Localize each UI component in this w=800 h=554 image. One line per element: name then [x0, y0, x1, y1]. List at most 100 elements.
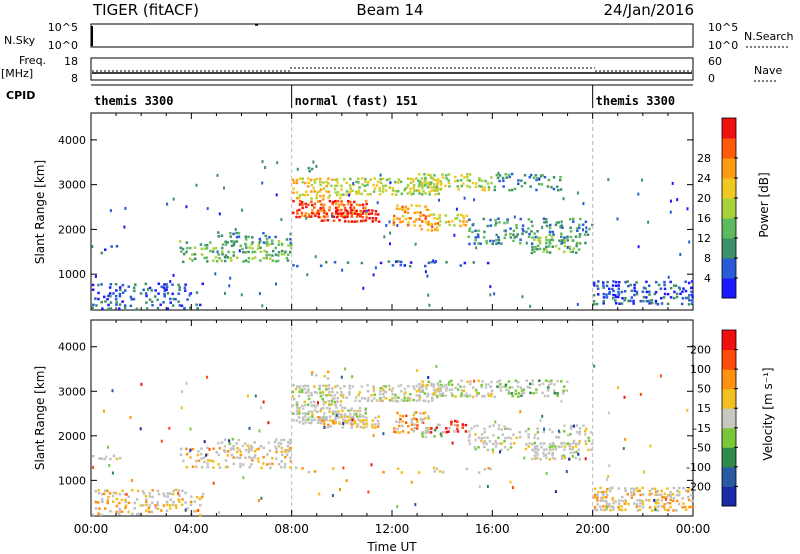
echo-cell: [451, 441, 454, 445]
velocity-ylabel: Slant Range [km]: [33, 366, 47, 470]
echo-cell: [112, 292, 115, 295]
echo-cell: [688, 293, 691, 297]
echo-cell: [430, 176, 433, 179]
echo-cell: [593, 487, 597, 491]
echo-cell: [259, 246, 262, 249]
echo-cell: [677, 486, 681, 490]
echo-cell: [483, 186, 486, 189]
echo-cell: [602, 505, 605, 508]
echo-cell: [566, 442, 570, 445]
echo-cell: [109, 457, 112, 461]
echo-cell: [337, 413, 340, 416]
echo-cell: [508, 386, 512, 389]
echo-cell: [577, 442, 581, 445]
echo-cell: [98, 507, 101, 510]
echo-cell: [396, 467, 400, 470]
echo-cell: [335, 212, 338, 215]
echo-cell: [145, 498, 148, 501]
echo-cell: [440, 383, 443, 387]
echo-cell: [536, 427, 539, 430]
echo-cell: [311, 209, 314, 212]
echo-cell: [396, 217, 399, 220]
echo-cell: [355, 209, 358, 213]
echo-cell: [447, 181, 451, 185]
echo-cell: [109, 283, 113, 286]
echo-cell: [359, 209, 362, 213]
echo-cell: [362, 423, 366, 426]
x-tick-label: 16:00: [475, 522, 510, 536]
echo-cell: [307, 166, 311, 170]
echo-cell: [509, 427, 512, 431]
echo-cell: [325, 418, 328, 421]
echo-cell: [672, 499, 675, 503]
echo-cell: [248, 246, 251, 249]
echo-cell: [317, 418, 320, 422]
echo-cell: [399, 418, 402, 421]
echo-cell: [316, 410, 319, 413]
echo-cell: [235, 450, 239, 454]
echo-cell: [416, 369, 419, 373]
echo-cell: [482, 441, 486, 445]
echo-cell: [285, 256, 289, 260]
echo-cell: [426, 274, 429, 278]
echo-cell: [154, 504, 157, 507]
echo-cell: [317, 210, 320, 213]
echo-cell: [271, 259, 275, 262]
echo-cell: [495, 233, 498, 237]
echo-cell: [424, 181, 427, 185]
echo-cell: [309, 391, 313, 395]
echo-cell: [548, 226, 552, 230]
echo-cell: [667, 275, 670, 279]
echo-cell: [533, 454, 537, 457]
echo-cell: [148, 286, 152, 290]
echo-cell: [456, 424, 459, 427]
echo-cell: [551, 245, 554, 248]
colorbar-tick-label: 200: [690, 344, 711, 357]
echo-cell: [401, 415, 405, 418]
echo-cell: [323, 423, 326, 426]
echo-cell: [591, 223, 594, 227]
echo-cell: [462, 385, 466, 388]
echo-cell: [509, 437, 513, 440]
echo-cell: [260, 496, 263, 500]
echo-cell: [277, 251, 281, 254]
echo-cell: [420, 228, 423, 231]
echo-cell: [336, 193, 339, 197]
echo-cell: [400, 260, 403, 264]
echo-cell: [178, 494, 181, 497]
echo-cell: [247, 256, 251, 260]
echo-cell: [319, 391, 322, 394]
echo-cell: [572, 442, 575, 445]
echo-cell: [348, 190, 352, 193]
echo-cell: [109, 295, 112, 298]
echo-cell: [308, 169, 311, 173]
echo-cell: [251, 446, 254, 450]
echo-cell: [382, 184, 385, 188]
echo-cell: [114, 298, 118, 301]
echo-cell: [401, 205, 404, 209]
echo-cell: [127, 501, 131, 505]
velocity-data: [91, 364, 694, 517]
echo-cell: [250, 243, 253, 246]
echo-cell: [342, 193, 345, 196]
echo-cell: [454, 217, 457, 220]
echo-cell: [277, 254, 280, 257]
echo-cell: [560, 232, 563, 235]
echo-cell: [193, 253, 197, 256]
echo-cell: [217, 253, 220, 256]
echo-cell: [423, 179, 427, 182]
echo-cell: [372, 385, 375, 388]
echo-cell: [277, 441, 280, 445]
echo-cell: [506, 427, 510, 430]
echo-cell: [124, 506, 127, 510]
echo-cell: [419, 390, 422, 393]
echo-cell: [184, 283, 187, 286]
echo-cell: [468, 173, 472, 176]
echo-cell: [360, 385, 364, 388]
echo-cell: [608, 464, 611, 468]
echo-cell: [535, 391, 538, 394]
echo-cell: [320, 219, 324, 222]
echo-cell: [151, 495, 154, 499]
echo-cell: [539, 236, 542, 240]
echo-cell: [569, 451, 572, 455]
